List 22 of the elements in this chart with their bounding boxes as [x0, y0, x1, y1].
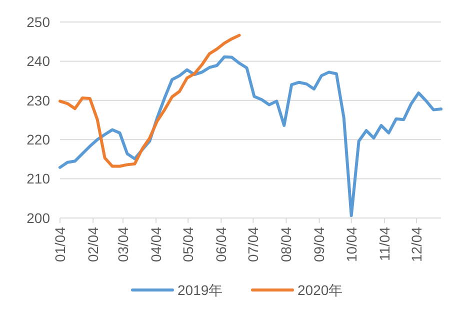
x-tick-label: 10/04	[343, 226, 360, 262]
legend-label: 2020年	[298, 282, 343, 298]
y-tick-label: 230	[26, 92, 50, 108]
x-tick-label: 04/04	[148, 226, 164, 262]
y-tick-label: 250	[26, 14, 50, 30]
x-tick-label: 06/04	[213, 226, 230, 262]
x-tick-label: 07/04	[245, 226, 262, 262]
x-tick-label: 05/04	[180, 226, 196, 262]
x-tick-label: 11/04	[376, 226, 392, 261]
x-tick-label: 09/04	[311, 226, 328, 262]
x-tick-label: 01/04	[52, 226, 68, 262]
x-tick-label: 12/04	[408, 226, 424, 262]
y-tick-label: 210	[26, 170, 50, 187]
x-tick-label: 03/04	[114, 226, 131, 262]
line-series	[58, 34, 241, 168]
x-tick-label: 02/04	[84, 226, 101, 262]
y-tick-label: 240	[26, 53, 50, 70]
y-tick-label: 200	[26, 210, 50, 226]
line-series	[58, 55, 442, 218]
legend-label: 2019年	[178, 282, 223, 298]
y-tick-label: 220	[26, 132, 50, 148]
x-tick-label: 08/04	[278, 226, 294, 262]
